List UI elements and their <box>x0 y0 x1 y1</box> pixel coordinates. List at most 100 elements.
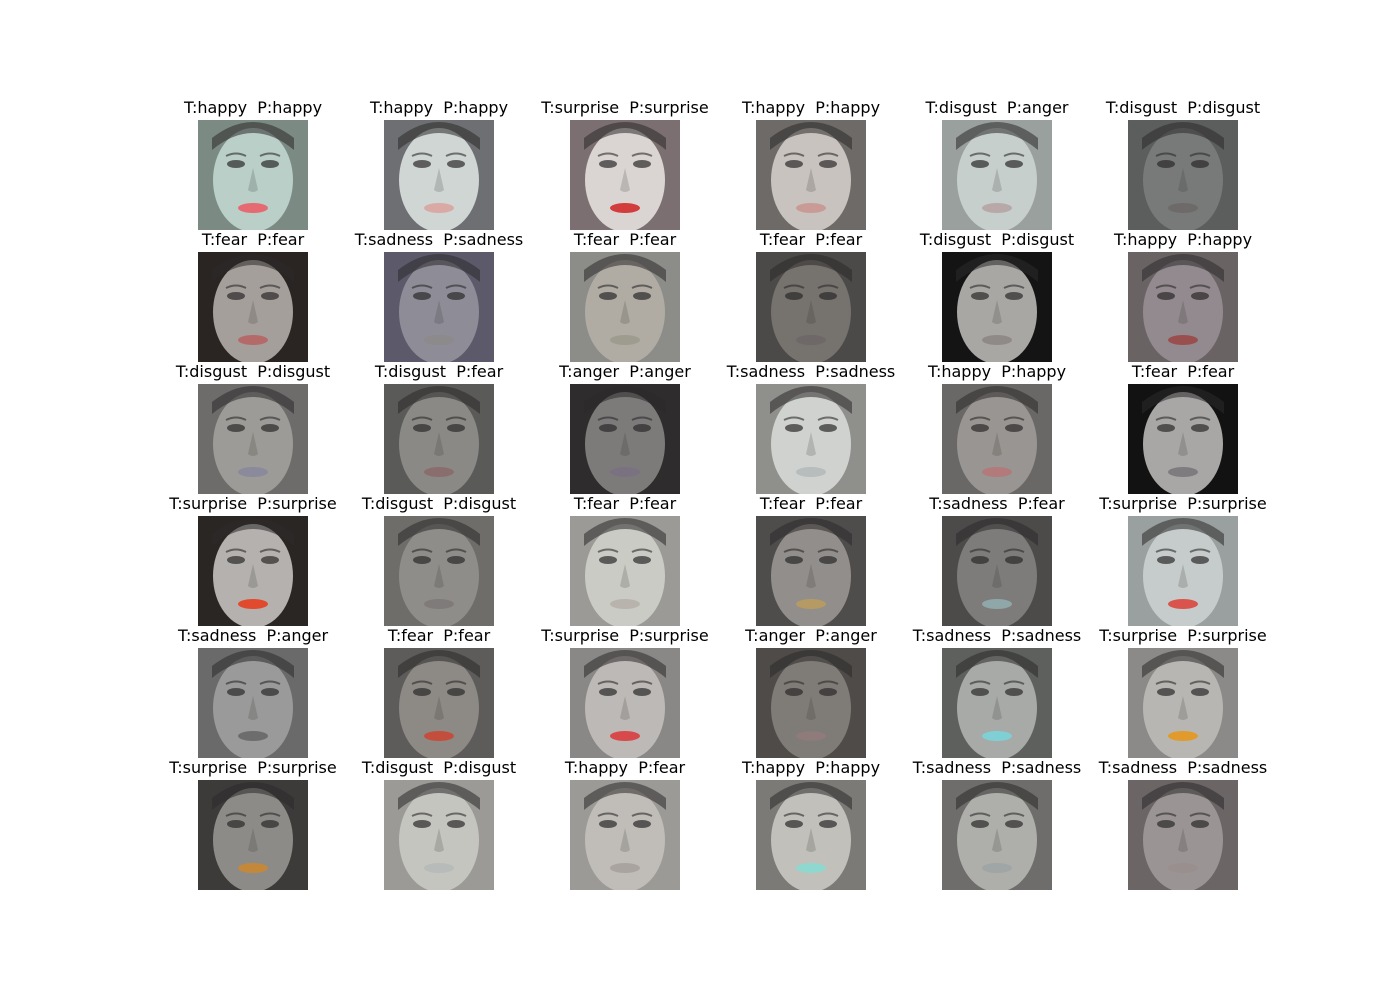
predicted-label: P:disgust <box>1187 98 1261 117</box>
left-brow <box>783 812 805 817</box>
mouth <box>982 599 1012 609</box>
left-eye <box>971 160 989 168</box>
mouth <box>424 731 454 741</box>
left-brow <box>783 152 805 157</box>
right-eye <box>447 556 465 564</box>
right-brow <box>1189 812 1211 817</box>
hair <box>212 518 294 546</box>
left-eye <box>413 820 431 828</box>
mouth <box>610 599 640 609</box>
face-caption: T:sadness P:sadness <box>718 362 904 382</box>
face-image <box>384 648 494 758</box>
left-eye <box>1157 424 1175 432</box>
hair <box>1142 650 1224 678</box>
nose <box>992 168 1002 192</box>
hair <box>770 782 852 810</box>
label-gap <box>247 494 257 513</box>
left-brow <box>411 284 433 289</box>
face-picture <box>756 516 866 626</box>
face-image <box>1128 120 1238 230</box>
face-picture <box>756 384 866 494</box>
right-eye <box>819 160 837 168</box>
face-cell: T:disgust P:disgust <box>346 494 532 626</box>
mouth <box>424 863 454 873</box>
left-eye <box>599 424 617 432</box>
face-picture <box>384 120 494 230</box>
right-brow <box>1003 548 1025 553</box>
face-image <box>942 648 1052 758</box>
nose <box>620 564 630 588</box>
predicted-label: P:happy <box>815 98 881 117</box>
face-picture <box>942 648 1052 758</box>
face-caption: T:surprise P:surprise <box>1090 494 1276 514</box>
mouth <box>796 203 826 213</box>
mouth <box>1168 731 1198 741</box>
face-image <box>384 780 494 890</box>
right-brow <box>817 812 839 817</box>
label-gap <box>805 362 815 381</box>
label-gap <box>1177 98 1187 117</box>
right-brow <box>1003 284 1025 289</box>
hair <box>956 386 1038 414</box>
nose <box>992 828 1002 852</box>
mouth <box>982 203 1012 213</box>
left-brow <box>411 416 433 421</box>
face-cell: T:sadness P:sadness <box>904 758 1090 890</box>
mouth <box>424 335 454 345</box>
hair <box>398 518 480 546</box>
hair <box>584 254 666 282</box>
face-picture <box>756 120 866 230</box>
face-caption: T:disgust P:disgust <box>160 362 346 382</box>
left-brow <box>783 548 805 553</box>
left-eye <box>413 160 431 168</box>
right-brow <box>817 416 839 421</box>
nose <box>806 432 816 456</box>
face-caption: T:surprise P:surprise <box>532 626 718 646</box>
true-label: T:sadness <box>726 362 806 381</box>
right-eye <box>819 820 837 828</box>
face-caption: T:fear P:fear <box>532 494 718 514</box>
face-image <box>1128 780 1238 890</box>
label-gap <box>433 494 443 513</box>
mouth <box>238 731 268 741</box>
label-gap <box>1177 230 1187 249</box>
face-cell: T:sadness P:sadness <box>904 626 1090 758</box>
true-label: T:happy <box>564 758 629 777</box>
face-picture <box>384 780 494 890</box>
true-label: T:sadness <box>912 758 992 777</box>
right-brow <box>1189 416 1211 421</box>
face-picture <box>198 780 308 890</box>
true-label: T:happy <box>1113 230 1178 249</box>
face-cell: T:disgust P:fear <box>346 362 532 494</box>
left-brow <box>1155 812 1177 817</box>
right-brow <box>259 284 281 289</box>
right-eye <box>819 556 837 564</box>
face-picture <box>570 120 680 230</box>
face-cell: T:happy P:happy <box>346 98 532 230</box>
hair <box>956 122 1038 150</box>
left-brow <box>225 284 247 289</box>
true-label: T:disgust <box>374 362 447 381</box>
predicted-label: P:surprise <box>257 758 337 777</box>
right-brow <box>445 812 467 817</box>
nose <box>434 168 444 192</box>
nose <box>806 696 816 720</box>
label-gap <box>247 758 257 777</box>
face-picture <box>1128 120 1238 230</box>
face-caption: T:happy P:happy <box>718 758 904 778</box>
label-gap <box>619 98 629 117</box>
nose <box>992 696 1002 720</box>
left-brow <box>225 548 247 553</box>
face-cell: T:disgust P:disgust <box>346 758 532 890</box>
face-picture <box>942 384 1052 494</box>
face-caption: T:sadness P:sadness <box>904 758 1090 778</box>
left-brow <box>1155 548 1177 553</box>
face-image <box>198 252 308 362</box>
face-caption: T:fear P:fear <box>718 230 904 250</box>
right-eye <box>633 160 651 168</box>
face-cell: T:happy P:happy <box>904 362 1090 494</box>
predicted-label: P:surprise <box>629 626 709 645</box>
left-eye <box>599 292 617 300</box>
face-image <box>942 252 1052 362</box>
face-cell: T:anger P:anger <box>532 362 718 494</box>
